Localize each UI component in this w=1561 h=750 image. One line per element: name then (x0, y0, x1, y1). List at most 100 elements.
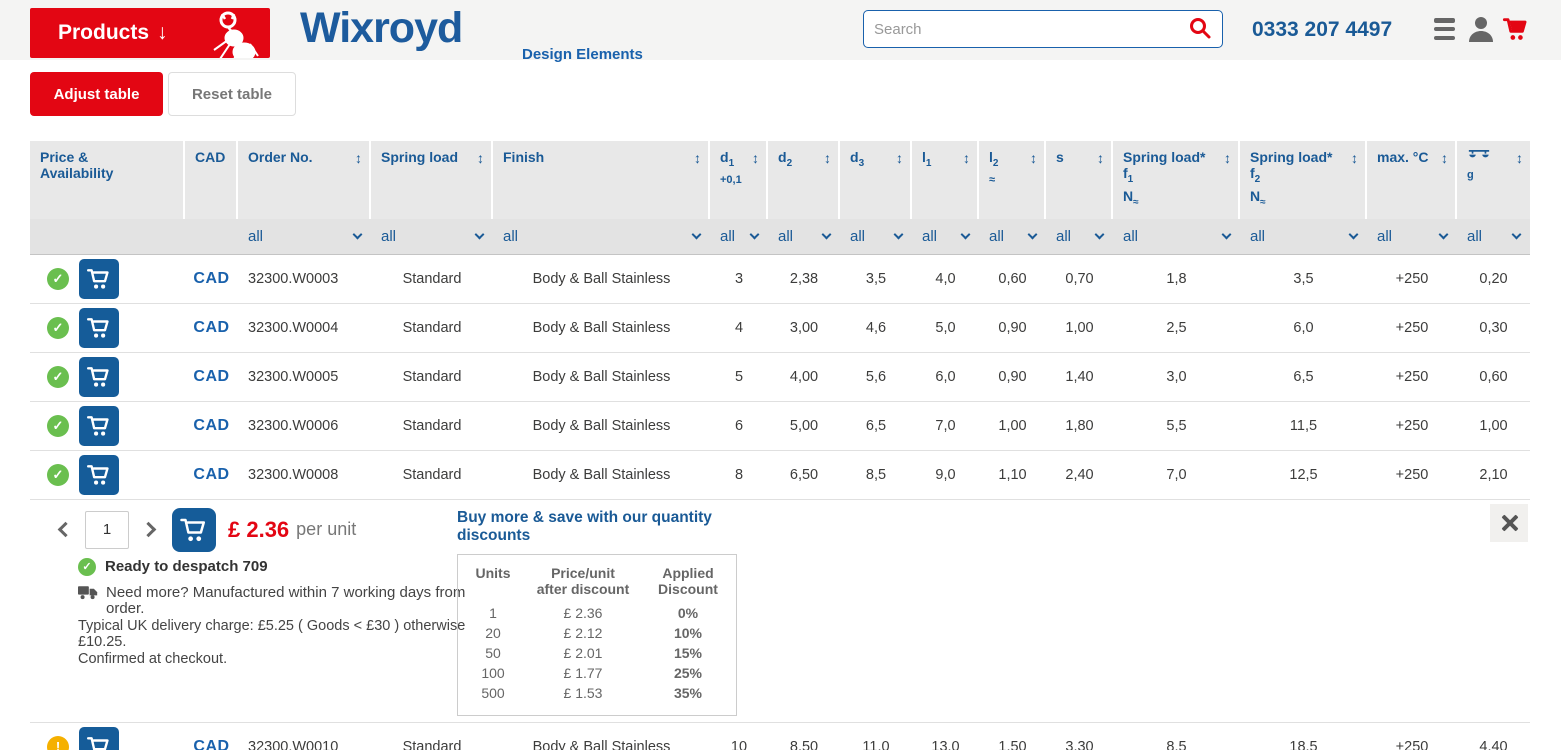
filter-dropdown-order-no[interactable]: all (238, 219, 371, 254)
column-header-d3[interactable]: d3 ↕ (840, 141, 912, 219)
column-header-spring-load-f1[interactable]: Spring load* f1 N≈ ↕ (1113, 141, 1240, 219)
column-header-finish[interactable]: Finish ↕ (493, 141, 710, 219)
ant-mascot-icon (198, 10, 260, 58)
sort-icon[interactable]: ↕ (477, 150, 484, 166)
cad-link[interactable]: CAD (193, 416, 230, 434)
discount-percent: 10% (673, 624, 703, 641)
add-to-cart-button[interactable] (79, 307, 119, 348)
value-cell-d1: 6 (734, 417, 744, 434)
sort-icon[interactable]: ↕ (1030, 150, 1037, 166)
table-row-32300.W0003[interactable]: ✓ CAD 32300.W0003 Standard Body & Ball Stain… (30, 254, 1530, 304)
filter-dropdown-d2[interactable]: all (768, 219, 840, 254)
filter-dropdown-spring-load-f2[interactable]: all (1240, 219, 1367, 254)
chevron-right-icon[interactable] (140, 521, 157, 538)
add-to-cart-button[interactable] (79, 356, 119, 397)
reset-table-button[interactable]: Reset table (168, 72, 296, 116)
in-stock-icon: ✓ (47, 463, 69, 486)
filter-dropdown-weight[interactable]: all (1457, 219, 1530, 254)
truck-icon (78, 585, 98, 605)
add-to-cart-button[interactable] (172, 507, 216, 552)
value-cell-s: 1,40 (1065, 368, 1094, 385)
sort-icon[interactable]: ↕ (694, 150, 701, 166)
sort-icon[interactable]: ↕ (896, 150, 903, 166)
column-header-spring-load-f2[interactable]: Spring load* f2 N≈ ↕ (1240, 141, 1367, 219)
sort-icon[interactable]: ↕ (1097, 150, 1104, 166)
cad-link[interactable]: CAD (193, 367, 230, 385)
column-header-weight[interactable]: g ↕ (1457, 141, 1530, 219)
value-cell-spring-load-f1: 7,0 (1166, 466, 1187, 483)
cart-icon[interactable] (1502, 16, 1530, 47)
cad-link[interactable]: CAD (193, 465, 230, 483)
column-header-s[interactable]: s ↕ (1046, 141, 1113, 219)
filter-dropdown-spring-load[interactable]: all (371, 219, 493, 254)
value-cell-max-temp: +250 (1395, 270, 1429, 287)
filter-value: all (503, 227, 519, 245)
sort-icon[interactable]: ↕ (1224, 150, 1231, 166)
header-label: f1 (1123, 165, 1134, 185)
sort-icon[interactable]: ↕ (824, 150, 831, 166)
discount-units: 50 (485, 644, 501, 661)
filter-dropdown-max-temp[interactable]: all (1367, 219, 1457, 254)
phone-number-link[interactable]: 0333 207 4497 (1252, 18, 1393, 41)
menu-icon[interactable] (1434, 18, 1455, 40)
column-header-l1[interactable]: l1 ↕ (912, 141, 979, 219)
table-row-32300.W0008[interactable]: ✓ CAD 32300.W0008 Standard Body & Ball Stain… (30, 450, 1530, 500)
sort-icon[interactable]: ↕ (1441, 150, 1448, 166)
filter-empty-cad (185, 219, 238, 254)
spring-load-cell: Standard (402, 417, 462, 434)
adjust-table-button[interactable]: Adjust table (30, 72, 163, 116)
table-row-32300.W0004[interactable]: ✓ CAD 32300.W0004 Standard Body & Ball Stain… (30, 303, 1530, 353)
column-header-order-no[interactable]: Order No. ↕ (238, 141, 371, 219)
chevron-left-icon[interactable] (57, 521, 74, 538)
filter-dropdown-finish[interactable]: all (493, 219, 710, 254)
brand-logo[interactable]: Wixroyd (300, 4, 463, 52)
filter-dropdown-l2[interactable]: all (979, 219, 1046, 254)
user-account-icon[interactable] (1468, 15, 1494, 48)
filter-value: all (248, 227, 264, 245)
filter-dropdown-s[interactable]: all (1046, 219, 1113, 254)
quantity-input[interactable] (85, 510, 129, 549)
add-to-cart-button[interactable] (79, 454, 119, 495)
filter-dropdown-d1[interactable]: all (710, 219, 768, 254)
table-row-32300.W0005[interactable]: ✓ CAD 32300.W0005 Standard Body & Ball Stain… (30, 352, 1530, 402)
close-icon (1499, 513, 1519, 533)
top-header-bar: Products ↓ Wixroyd Design Elements (0, 0, 1561, 63)
column-header-spring-load[interactable]: Spring load ↕ (371, 141, 493, 219)
column-header-d1[interactable]: d1 +0,1 ↕ (710, 141, 768, 219)
sort-icon[interactable]: ↕ (752, 150, 759, 166)
value-cell-max-temp: +250 (1395, 368, 1429, 385)
add-to-cart-button[interactable] (79, 405, 119, 446)
add-to-cart-button[interactable] (79, 258, 119, 299)
nav-link-design-elements[interactable]: Design Elements (522, 46, 643, 63)
sort-icon[interactable]: ↕ (963, 150, 970, 166)
search-button[interactable] (1188, 16, 1212, 43)
close-panel-button[interactable] (1490, 503, 1528, 542)
add-to-cart-button[interactable] (79, 726, 119, 750)
cad-link[interactable]: CAD (193, 737, 230, 750)
value-cell-s: 0,70 (1065, 270, 1094, 287)
search-input[interactable] (874, 20, 1188, 38)
discount-price: £ 2.36 (563, 604, 603, 621)
cad-cell: CAD (185, 353, 238, 401)
header-label: s (1056, 149, 1064, 165)
table-row-32300.W0006[interactable]: ✓ CAD 32300.W0006 Standard Body & Ball Stain… (30, 401, 1530, 451)
cad-link[interactable]: CAD (193, 269, 230, 287)
filter-dropdown-d3[interactable]: all (840, 219, 912, 254)
header-label: max. °C (1377, 149, 1429, 165)
products-label: Products (58, 21, 150, 44)
chevron-down-icon (474, 229, 485, 240)
sort-icon[interactable]: ↕ (355, 150, 362, 166)
column-header-d2[interactable]: d2 ↕ (768, 141, 840, 219)
products-menu-button[interactable]: Products ↓ (30, 8, 270, 58)
header-label: Spring load* (1250, 149, 1333, 165)
cad-link[interactable]: CAD (193, 318, 230, 336)
table-row-32300.W0010[interactable]: ! CAD 32300.W0010 Standard Body & Ball Stain… (30, 722, 1530, 750)
sort-icon[interactable]: ↕ (1351, 150, 1358, 166)
filter-dropdown-l1[interactable]: all (912, 219, 979, 254)
discount-column-header: Price/unit after discount (536, 564, 630, 597)
filter-dropdown-spring-load-f1[interactable]: all (1113, 219, 1240, 254)
sort-icon[interactable]: ↕ (1516, 150, 1523, 166)
column-header-l2[interactable]: l2 ≈ ↕ (979, 141, 1046, 219)
column-header-max-temp[interactable]: max. °C ↕ (1367, 141, 1457, 219)
order-no-cell: 32300.W0005 (248, 368, 339, 385)
